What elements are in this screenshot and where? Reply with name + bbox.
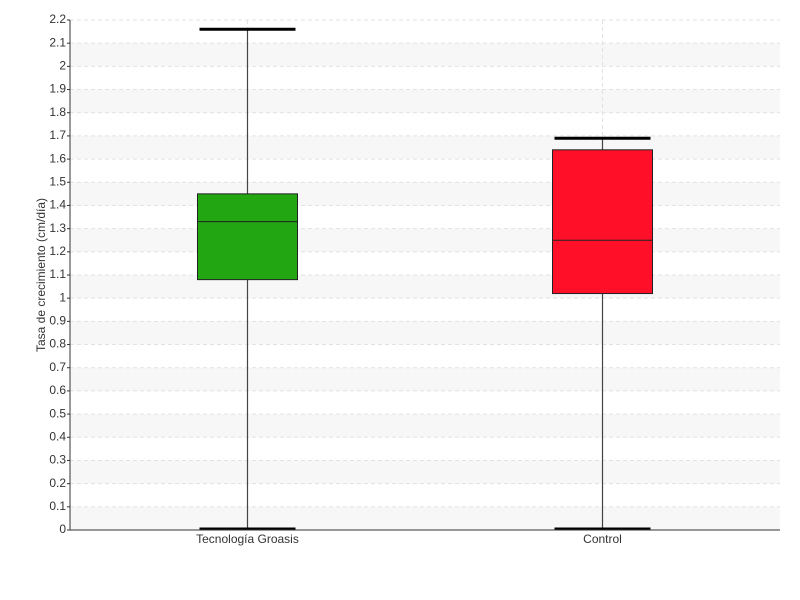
y-tick-label: 0.7: [49, 360, 66, 374]
y-tick-label: 1.8: [49, 105, 66, 119]
grid-band: [70, 506, 780, 530]
grid-band: [70, 321, 780, 345]
y-tick-label: 1.6: [49, 151, 66, 165]
y-tick-label: 1.3: [49, 221, 66, 235]
grid-band: [70, 182, 780, 206]
grid-band: [70, 414, 780, 438]
y-tick-label: 1.7: [49, 128, 66, 142]
y-tick-label: 1.5: [49, 174, 66, 188]
y-tick-label: 1.1: [49, 267, 66, 281]
y-tick-label: 2: [59, 59, 66, 73]
y-tick-label: 2.2: [49, 12, 66, 26]
grid-band: [70, 228, 780, 252]
grid-band: [70, 43, 780, 67]
y-tick-label: 0.6: [49, 383, 66, 397]
y-tick-label: 2.1: [49, 35, 66, 49]
grid-band: [70, 275, 780, 299]
y-axis-label: Tasa de crecimiento (cm/día): [34, 198, 48, 352]
y-tick-label: 0.5: [49, 406, 66, 420]
box: [552, 149, 653, 295]
y-tick-label: 0.4: [49, 429, 66, 443]
grid-band: [70, 367, 780, 391]
y-tick-label: 1.4: [49, 198, 66, 212]
y-tick-label: 0: [59, 522, 66, 536]
y-tick-label: 0.1: [49, 499, 66, 513]
y-tick-label: 1.9: [49, 82, 66, 96]
y-tick-label: 1: [59, 290, 66, 304]
y-tick-label: 0.2: [49, 476, 66, 490]
x-tick-label: Tecnología Groasis: [196, 532, 299, 546]
grid-band: [70, 460, 780, 484]
y-tick-label: 0.9: [49, 314, 66, 328]
y-tick-label: 0.3: [49, 453, 66, 467]
grid-band: [70, 135, 780, 160]
x-tick-label: Control: [583, 532, 622, 546]
grid-band: [70, 89, 780, 113]
y-tick-label: 1.2: [49, 244, 66, 258]
y-tick-label: 0.8: [49, 337, 66, 351]
box: [197, 193, 298, 281]
